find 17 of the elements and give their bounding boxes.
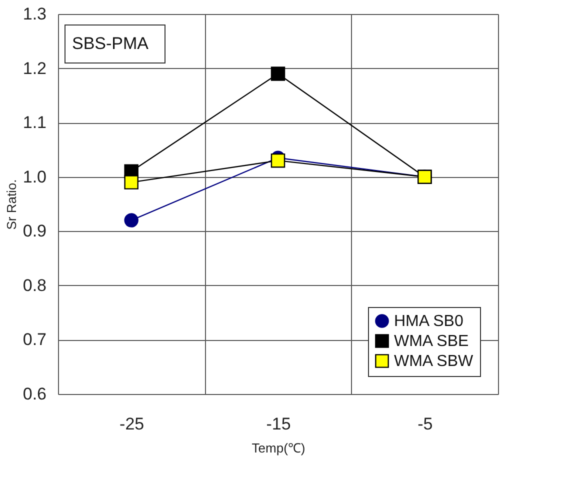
y-tick-label: 1.1: [22, 113, 46, 132]
x-tick-label: -5: [418, 414, 433, 434]
y-tick-label: 0.9: [22, 222, 46, 241]
y-axis-title: Sr Ratio.: [4, 179, 19, 230]
y-tick-label: 0.7: [22, 330, 46, 350]
y-tick-label: 0.6: [22, 384, 46, 404]
x-tick-label: -15: [266, 414, 291, 434]
y-tick-label: 0.8: [22, 276, 46, 295]
legend-label: WMA SBE: [394, 333, 469, 350]
y-tick-label: 1.2: [22, 58, 46, 78]
annotation: SBS-PMA: [72, 34, 150, 53]
y-tick-label: 1.3: [22, 4, 46, 24]
x-axis-title: Temp(℃): [252, 440, 306, 456]
x-tick-label: -25: [120, 414, 144, 434]
legend-label: WMA SBW: [394, 353, 474, 370]
legend-label: HMA SB0: [394, 313, 464, 330]
y-tick-label: 1.0: [22, 167, 46, 186]
